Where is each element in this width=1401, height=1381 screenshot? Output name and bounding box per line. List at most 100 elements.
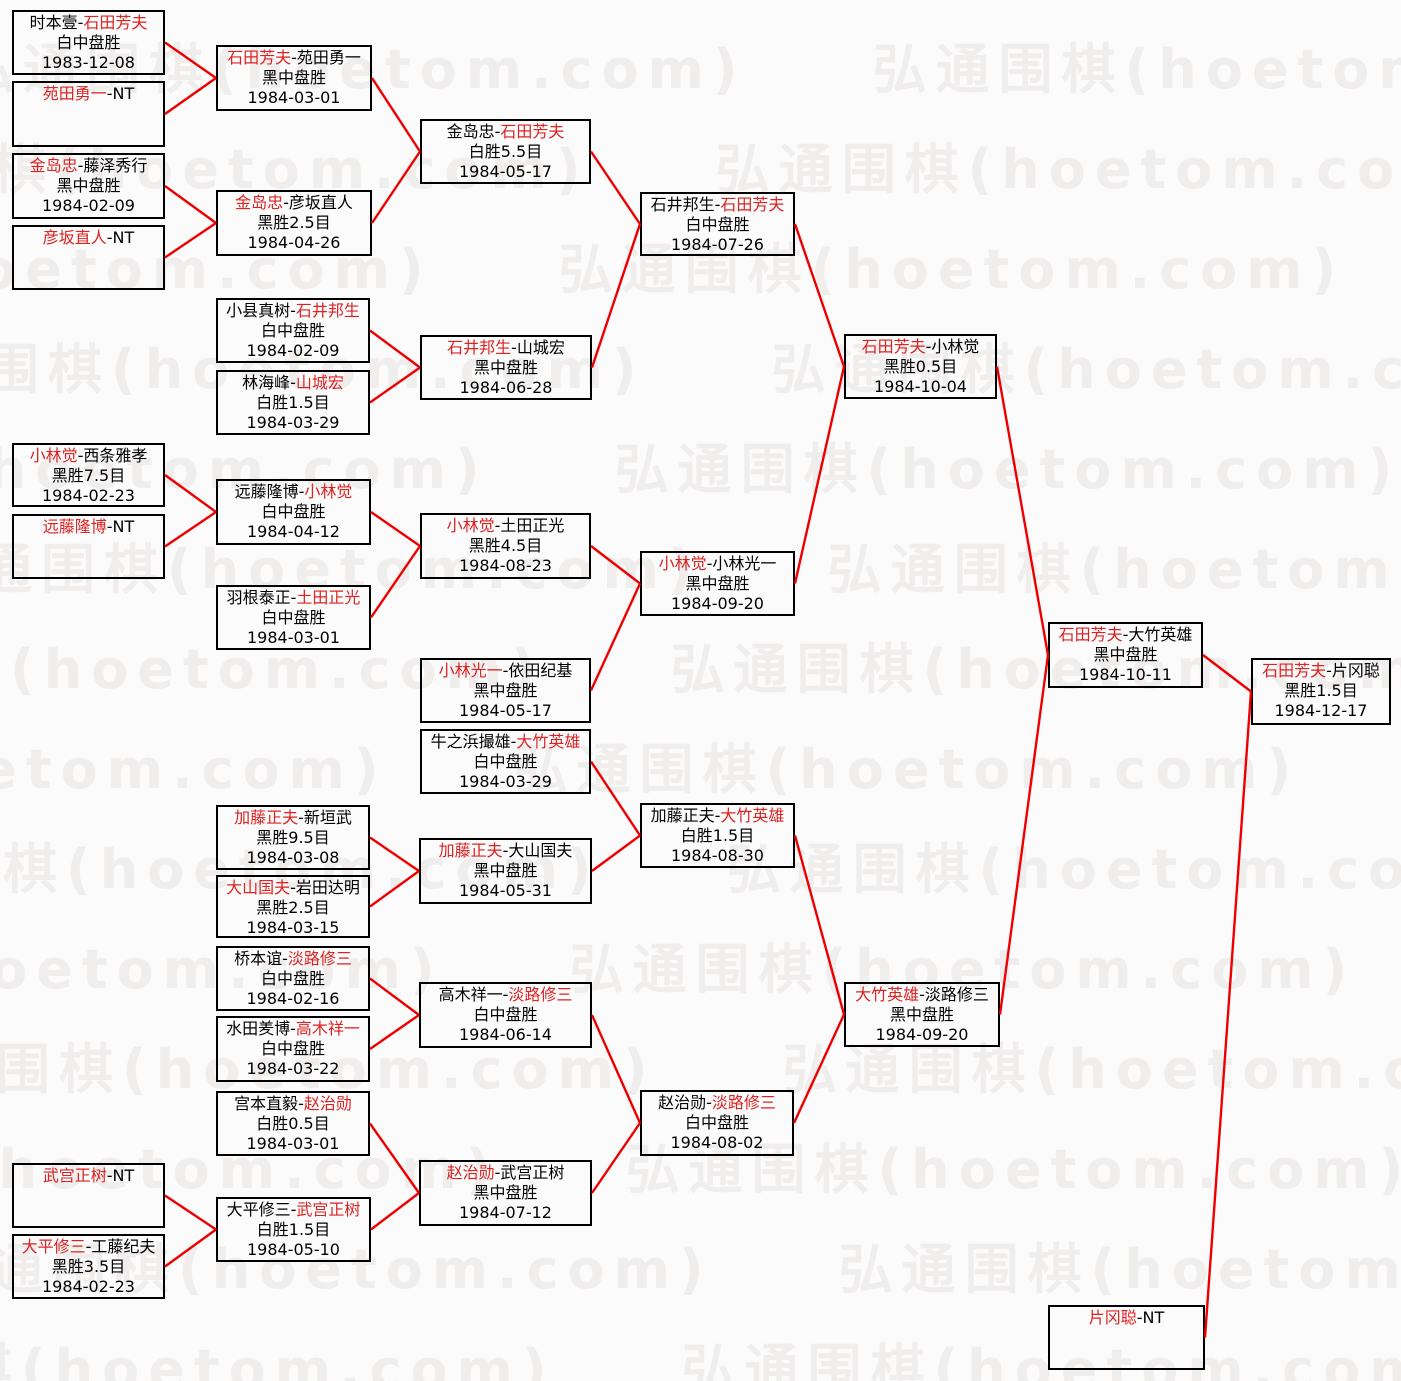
player-name: 淡路修三 <box>924 985 989 1004</box>
match-box-b33: 武宫正树-NT <box>12 1163 165 1228</box>
match-date: 1984-02-09 <box>42 196 135 215</box>
match-date: 1984-03-29 <box>246 413 340 432</box>
player-name: 石井邦生 <box>295 301 360 320</box>
match-players: 小林觉-西条雅孝 <box>14 446 163 466</box>
player-name: 武宫正树 <box>296 1200 361 1219</box>
match-players: 金岛忠-藤泽秀行 <box>14 156 163 176</box>
players-separator: - <box>290 373 296 392</box>
match-date: 1984-05-17 <box>459 162 552 181</box>
player-name: 小县真树 <box>226 301 291 320</box>
match-date: 1984-04-12 <box>247 522 340 541</box>
player-name: 大竹英雄 <box>855 985 920 1004</box>
match-box-b6: 金岛忠-彦坂直人 黑胜2.5目 1984-04-26 <box>216 190 372 256</box>
players-separator: - <box>494 1163 501 1182</box>
player-name: 武宫正树 <box>500 1163 565 1182</box>
match-date: 1984-02-23 <box>42 1277 135 1296</box>
match-date: 1984-05-10 <box>247 1240 340 1259</box>
match-date: 1984-02-09 <box>246 341 340 360</box>
match-box-b36: 赵治勋-武宫正树 黑中盘胜 1984-07-12 <box>419 1160 592 1226</box>
players-separator: - <box>290 588 297 607</box>
match-players: 彦坂直人-NT <box>14 228 163 248</box>
watermark-text: 弘通围棋(hoetom.com) 弘通围棋(hoetom.com) 弘通围棋(h… <box>0 538 1401 601</box>
match-box-b3: 金岛忠-藤泽秀行 黑中盘胜 1984-02-09 <box>12 153 165 219</box>
match-box-b30: 大竹英雄-淡路修三 黑中盘胜 1984-09-20 <box>844 982 1000 1047</box>
match-date: 1983-12-08 <box>42 53 135 72</box>
players-separator: - <box>106 1166 113 1185</box>
match-box-b34: 大平修三-工藤纪夫 黑胜3.5目 1984-02-23 <box>12 1234 165 1299</box>
players-separator: - <box>290 301 296 320</box>
match-result: 黑中盘胜 <box>685 574 750 593</box>
player-name: 土田正光 <box>500 516 565 535</box>
match-box-b2: 苑田勇一-NT <box>12 81 165 147</box>
match-date: 1984-12-17 <box>1274 701 1368 720</box>
player-name: 苑田勇一 <box>42 84 107 103</box>
player-name: 高木祥一 <box>438 985 503 1004</box>
match-players: 武宫正树-NT <box>14 1166 163 1186</box>
player-name: 彦坂直人 <box>288 193 353 212</box>
watermark-text: 弘通围棋(hoetom.com) 弘通围棋(hoetom.com) 弘通围棋(h… <box>0 438 1401 501</box>
match-date: 1984-08-02 <box>670 1133 764 1152</box>
match-box-b15: 远藤隆博-小林觉 白中盘胜 1984-04-12 <box>216 479 371 545</box>
match-result: 黑胜4.5目 <box>468 536 543 555</box>
player-name: 远藤隆博 <box>234 482 299 501</box>
match-players: 片冈聪-NT <box>1050 1308 1203 1328</box>
match-players: 赵治勋-武宫正树 <box>421 1163 590 1183</box>
player-name: 大山国夫 <box>226 878 291 897</box>
match-date: 1984-09-20 <box>671 594 764 613</box>
match-date: 1984-05-31 <box>459 881 552 900</box>
player-name: 依田纪基 <box>508 661 573 680</box>
match-box-b20: 牛之浜撮雄-大竹英雄 白中盘胜 1984-03-29 <box>420 729 591 794</box>
match-players: 苑田勇一-NT <box>14 84 163 104</box>
match-players: 石井邦生-石田芳夫 <box>642 195 793 215</box>
player-name: 工藤纪夫 <box>91 1237 156 1256</box>
players-separator: - <box>85 1237 92 1256</box>
watermark-text: 弘通围棋(hoetom.com) 弘通围棋(hoetom.com) 弘通围棋(h… <box>0 38 1401 101</box>
player-name: 宫本直毅 <box>234 1094 299 1113</box>
player-name: 赵治勋 <box>303 1094 352 1113</box>
player-name: 金岛忠 <box>29 156 78 175</box>
match-result: 黑胜2.5目 <box>257 213 331 232</box>
watermark-text: 弘通围棋(hoetom.com) 弘通围棋(hoetom.com) 弘通围棋(h… <box>0 1338 1401 1381</box>
match-date: 1984-09-20 <box>875 1025 969 1044</box>
player-name: 赵治勋 <box>658 1093 707 1112</box>
player-name: 水田羑博 <box>226 1019 291 1038</box>
players-separator: - <box>714 195 721 214</box>
match-date: 1984-10-04 <box>874 377 967 396</box>
match-players: 水田羑博-高木祥一 <box>218 1019 368 1039</box>
player-name: 远藤隆博 <box>42 517 107 536</box>
match-players: 牛之浜撮雄-大竹英雄 <box>422 732 589 752</box>
match-players: 加藤正夫-大竹英雄 <box>642 806 793 826</box>
match-result: 黑胜1.5目 <box>1284 681 1358 700</box>
match-box-b18: 小林觉-小林光一 黑中盘胜 1984-09-20 <box>640 551 795 616</box>
players-separator: - <box>494 516 501 535</box>
players-separator: - <box>494 122 501 141</box>
player-name: 大山国夫 <box>508 841 573 860</box>
player-name: 小林觉 <box>931 337 980 356</box>
player-name: 石井邦生 <box>447 338 512 357</box>
match-result: 黑中盘胜 <box>56 176 121 195</box>
player-name: NT <box>112 84 135 103</box>
match-date: 1984-02-23 <box>42 486 135 505</box>
match-date: 1984-03-22 <box>246 1059 340 1078</box>
players-separator: - <box>77 13 84 32</box>
player-name: 石田芳夫 <box>861 337 926 356</box>
match-result: 白胜5.5目 <box>468 142 543 161</box>
match-box-b4: 彦坂直人-NT <box>12 225 165 290</box>
match-players: 高木祥一-淡路修三 <box>421 985 590 1005</box>
player-name: 石田芳夫 <box>500 122 565 141</box>
match-box-b31: 宫本直毅-赵治勋 白胜0.5目 1984-03-01 <box>216 1091 370 1156</box>
match-box-b12: 石田芳夫-小林觉 黑胜0.5目 1984-10-04 <box>844 334 997 399</box>
match-players: 远藤隆博-小林觉 <box>218 482 369 502</box>
match-date: 1984-08-30 <box>671 846 764 865</box>
player-name: 小林觉 <box>29 446 78 465</box>
player-name: 时本壹 <box>29 13 78 32</box>
match-result: 白胜1.5目 <box>680 826 755 845</box>
match-box-b32: 赵治勋-淡路修三 白中盘胜 1984-08-02 <box>640 1090 794 1156</box>
player-name: 石田芳夫 <box>1262 661 1327 680</box>
players-separator: - <box>290 1200 297 1219</box>
player-name: NT <box>112 1166 135 1185</box>
player-name: 小林光一 <box>712 554 777 573</box>
player-name: 小林觉 <box>658 554 707 573</box>
match-players: 宫本直毅-赵治勋 <box>218 1094 368 1114</box>
